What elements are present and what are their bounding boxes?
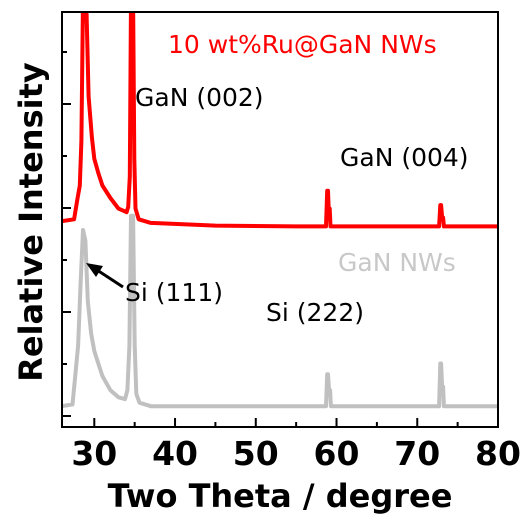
y-axis-label: Relative Intensity: [12, 62, 50, 382]
peak-label-si-111: Si (111): [125, 278, 223, 307]
x-tick-label-80: 80: [475, 434, 520, 473]
legend-ru-gan-label: 10 wt%Ru@GaN NWs: [168, 30, 437, 59]
series-line-0: [62, 12, 498, 229]
plot-frame: [61, 11, 499, 428]
legend-gan-label: GaN NWs: [338, 248, 456, 277]
x-axis-label: Two Theta / degree: [108, 477, 453, 515]
x-tick-label-60: 60: [314, 434, 360, 473]
x-tick-label-70: 70: [394, 434, 440, 473]
x-tick-label-40: 40: [152, 434, 198, 473]
si-111-arrow: [86, 263, 124, 289]
peak-label-si-222: Si (222): [266, 298, 364, 327]
series-line-1: [62, 213, 498, 409]
x-tick-label-30: 30: [71, 434, 117, 473]
x-tick-label-50: 50: [233, 434, 279, 473]
peak-label-gan-004: GaN (004): [340, 143, 469, 172]
peak-label-gan-002: GaN (002): [135, 83, 264, 112]
